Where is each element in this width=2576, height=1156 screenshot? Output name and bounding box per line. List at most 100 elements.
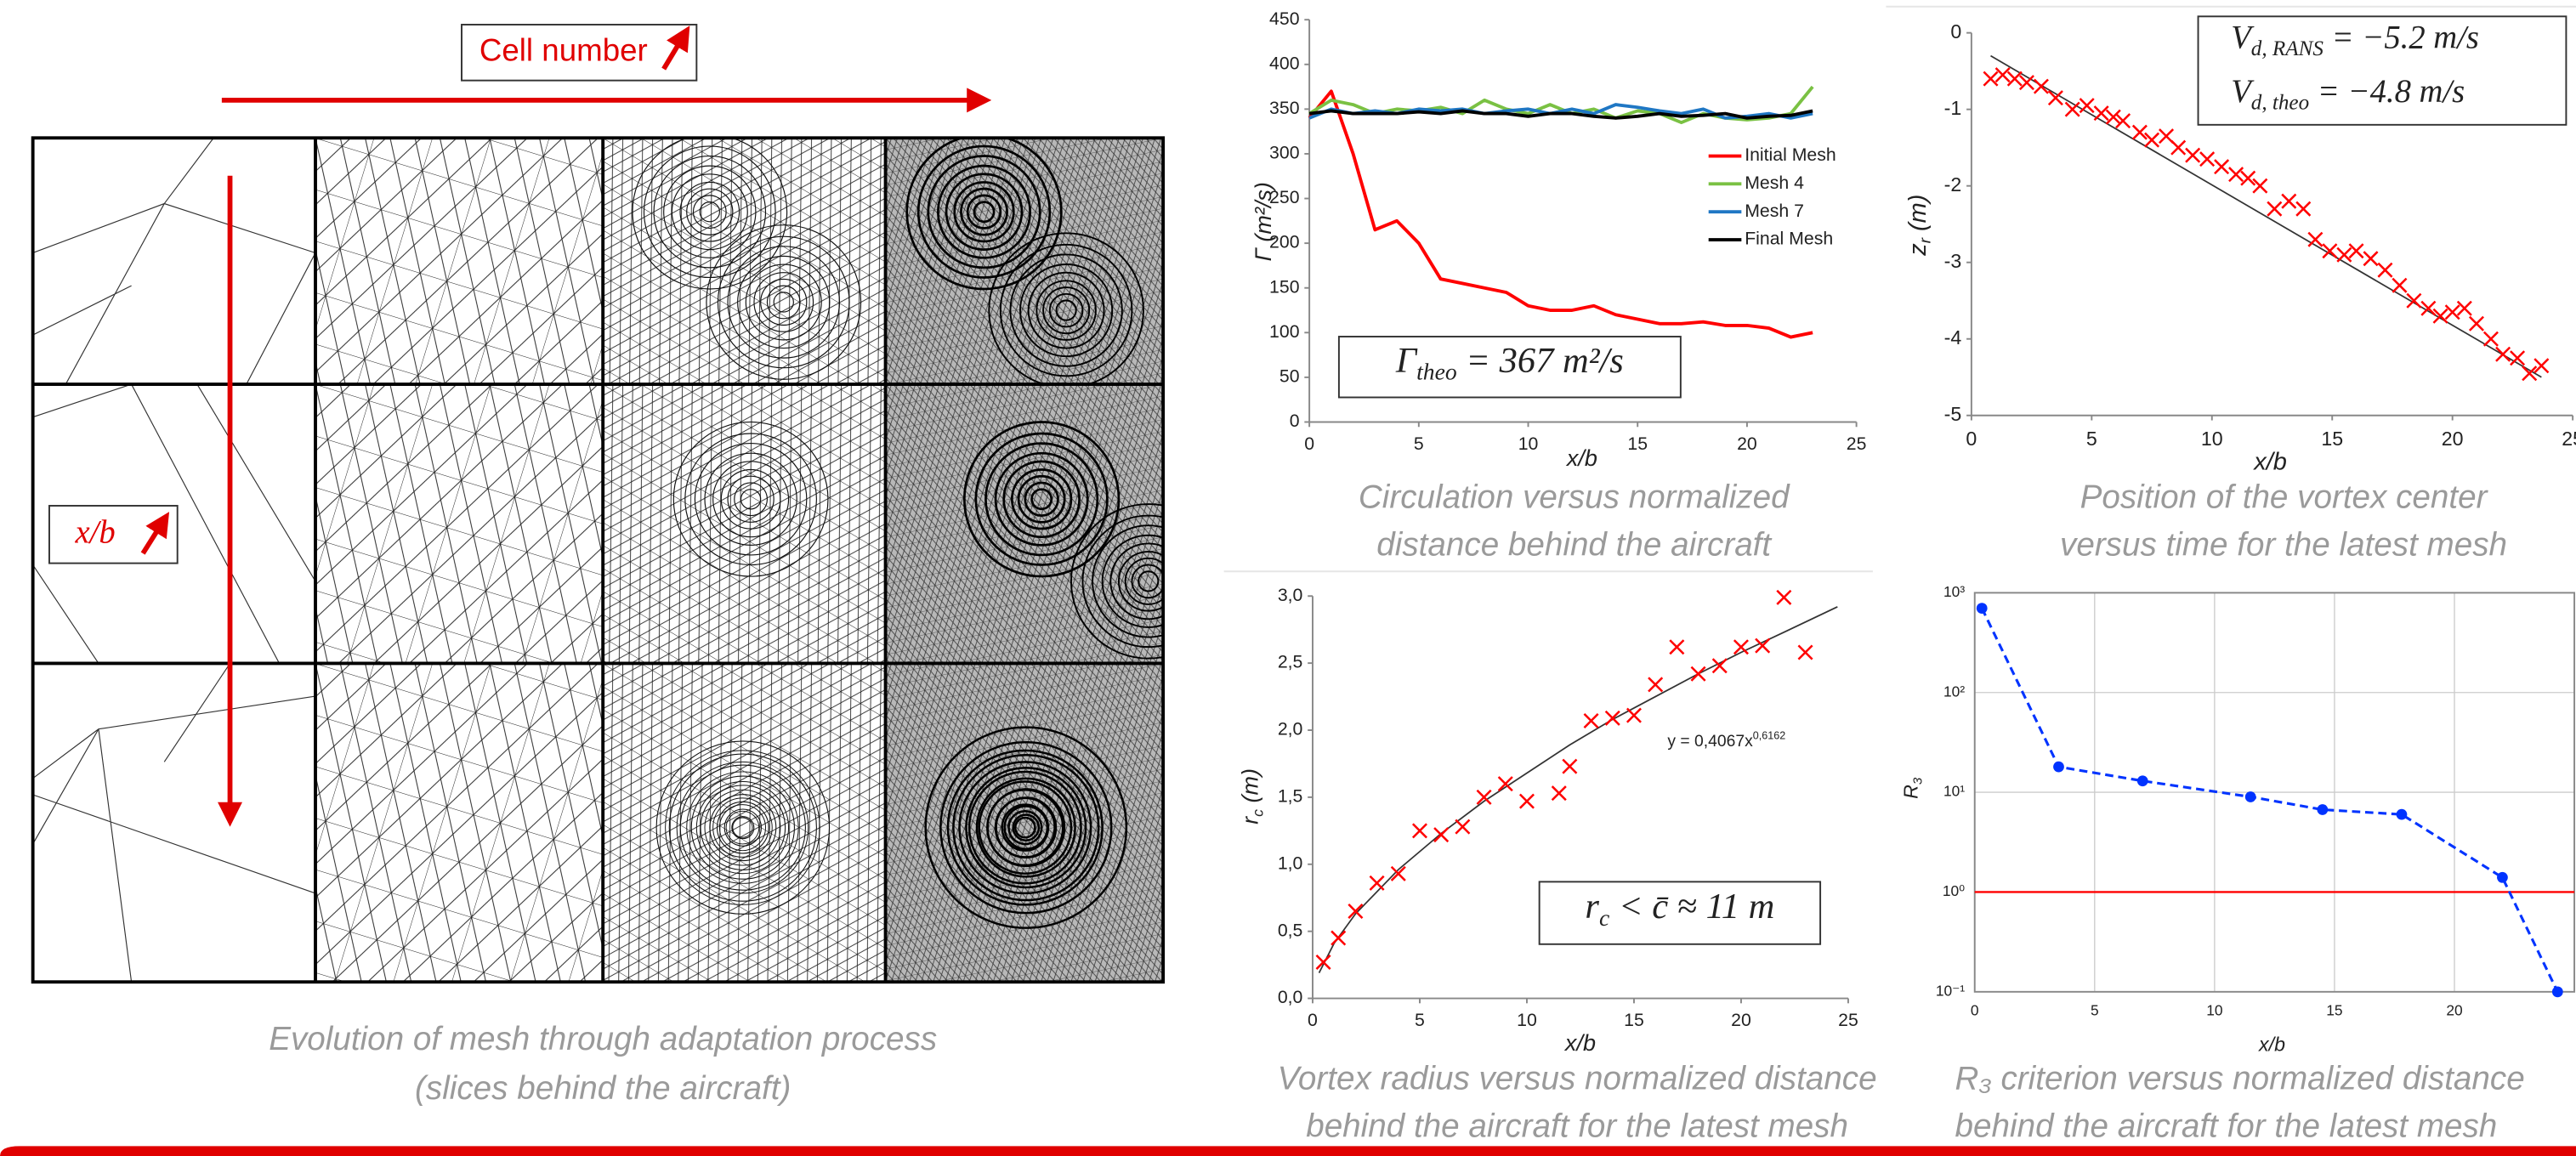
y-tick-label: 150 [1269,276,1299,297]
legend-label: Initial Mesh [1745,144,1836,165]
y-tick-label: 100 [1269,321,1299,342]
up-arrow [140,512,170,555]
point [2510,350,2526,366]
point [2317,804,2329,815]
annotation-sub: d, theo [2251,91,2309,114]
y-axis-label-sub: 3 [1910,777,1925,785]
point [2144,132,2160,148]
point [2522,366,2538,382]
mesh-cell [603,663,886,983]
mesh-figure: Cell number x/b Evolution of mesh throug… [31,24,1166,1107]
footer-bar [0,1146,2576,1156]
plot-frame [1973,592,2576,993]
point [1390,865,1406,881]
y-axis-label: rc (m) [1238,768,1267,824]
x-tick-label: 20 [2442,428,2464,450]
mesh-cell [603,384,886,664]
point [1551,785,1567,802]
x-tick-label: 0 [1966,428,1977,450]
point [1369,875,1385,891]
x-tick-label: 10 [1518,434,1539,454]
point [2053,761,2064,773]
mesh-cell [32,663,316,983]
point [1776,589,1792,605]
axis-line [1312,596,1848,1000]
fit-equation-base: y = 0,4067x [1667,733,1753,751]
caption: R₃ criterion versus normalized distance [1955,1060,2525,1096]
x-tick-label: 0 [1971,1002,1979,1019]
y-axis-label: Γ (m²/s) [1251,182,1276,261]
y-tick-label: 0,0 [1278,987,1303,1007]
caption: Vortex radius versus normalized distance [1278,1060,1877,1096]
x-tick-label: 20 [2446,1002,2462,1019]
x-axis-label: x/b [2258,1034,2285,1056]
annotation-box [1337,336,1682,399]
mesh-cell [885,663,1164,983]
point [2115,113,2131,129]
point [2093,105,2109,122]
point [1562,758,1578,774]
point [1797,644,1813,660]
y-axis-label: R3 [1899,777,1925,799]
point [1455,819,1471,835]
annotation-rest: = −4.8 m/s [2309,74,2465,110]
mesh-grid [32,138,1164,983]
legend-label: Final Mesh [1745,229,1833,249]
legend-label: Mesh 4 [1745,173,1804,193]
mesh-cell [32,138,316,385]
y-tick-label: 10⁰ [1943,882,1965,899]
y-tick-label: 1,5 [1278,786,1303,807]
point [2018,75,2034,91]
point [2482,331,2499,347]
caption: behind the aircraft for the latest mesh [1955,1108,2498,1144]
y-axis-label-base: R [1899,785,1921,799]
y-axis-label-sub: r [1916,237,1934,243]
y-tick-label: 0 [1950,20,1961,42]
x-tick-label: 20 [1731,1010,1751,1030]
point [2468,315,2484,332]
axis-line [1970,32,2573,416]
annotation-box [2197,15,2567,126]
x-tick-label: 0 [1308,1010,1318,1030]
point [2377,262,2393,278]
x-tick-label: 25 [1838,1010,1858,1030]
point [1476,789,1492,805]
y-axis-label-base: r [1238,816,1263,824]
mesh-frame [31,136,1166,984]
point [2456,300,2472,316]
annotation-rest: = −5.2 m/s [2324,20,2479,55]
mesh-cell [603,138,886,385]
point [2363,251,2379,267]
annotation-sub: c [1599,904,1609,931]
point [2497,871,2508,883]
point [1733,639,1749,655]
point [1994,67,2011,83]
fit-equation-sup: 0,6162 [1753,730,1785,742]
point [2185,147,2201,163]
annotation-base: Γ [1395,341,1418,381]
point [2228,167,2244,183]
x-tick-label: 10 [2201,428,2223,450]
point [2420,300,2437,316]
x-axis-label: x/b [1565,445,1597,471]
series-line [1980,607,2559,993]
header-box [461,24,698,82]
y-axis-label: zr (m) [1904,195,1934,257]
mesh-cell [885,138,1164,385]
x-tick-label: 25 [2562,428,2576,450]
y-tick-label: 1,0 [1278,853,1303,873]
mesh-cell [315,663,604,983]
point [2170,139,2187,156]
mesh-header: Cell number [479,33,648,68]
point [1411,823,1427,839]
axis-line [1308,20,1857,423]
y-tick-label: -5 [1944,403,1962,425]
x-tick-label: 15 [1627,434,1648,454]
point [1348,903,1364,920]
point [2105,109,2121,125]
point [1711,658,1728,674]
point [1518,793,1535,809]
point [2392,277,2408,293]
